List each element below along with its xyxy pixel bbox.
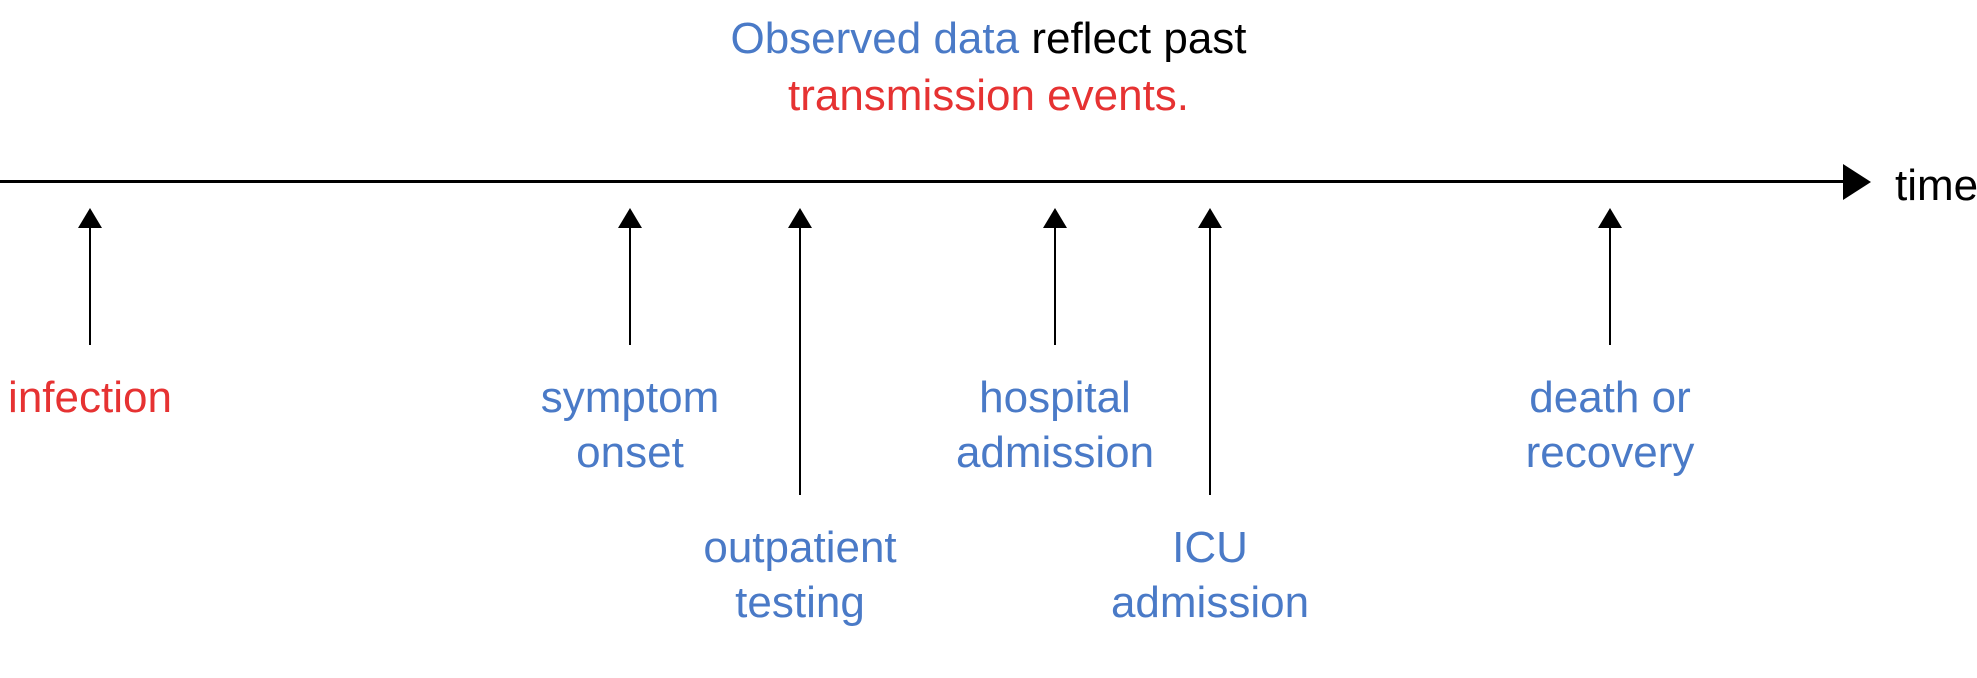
- title-l1-seg0: Observed data: [730, 14, 1019, 63]
- event-arrow-symptom-onset: [629, 222, 631, 345]
- title-line-1: Observed data reflect past: [0, 10, 1977, 67]
- event-label-symptom-onset-line0: symptom: [500, 370, 760, 425]
- title-line-2: transmission events.: [0, 67, 1977, 124]
- event-arrow-hospital-admission: [1054, 222, 1056, 345]
- event-label-death-or-recovery-line1: recovery: [1480, 425, 1740, 480]
- event-label-infection-line0: infection: [0, 370, 200, 425]
- event-label-outpatient-testing-line1: testing: [670, 575, 930, 630]
- event-arrowhead-infection: [78, 208, 102, 228]
- event-arrowhead-outpatient-testing: [788, 208, 812, 228]
- event-label-symptom-onset-line1: onset: [500, 425, 760, 480]
- axis-label: time: [1895, 158, 1977, 213]
- event-label-hospital-admission-line1: admission: [925, 425, 1185, 480]
- event-label-hospital-admission: hospitaladmission: [925, 370, 1185, 480]
- event-label-icu-admission-line1: admission: [1080, 575, 1340, 630]
- timeline-axis-arrowhead: [1843, 164, 1871, 200]
- event-label-outpatient-testing-line0: outpatient: [670, 520, 930, 575]
- event-label-death-or-recovery-line0: death or: [1480, 370, 1740, 425]
- event-arrowhead-symptom-onset: [618, 208, 642, 228]
- event-label-outpatient-testing: outpatienttesting: [670, 520, 930, 630]
- event-arrow-infection: [89, 222, 91, 345]
- event-label-symptom-onset: symptomonset: [500, 370, 760, 480]
- event-arrowhead-death-or-recovery: [1598, 208, 1622, 228]
- event-label-hospital-admission-line0: hospital: [925, 370, 1185, 425]
- event-arrowhead-hospital-admission: [1043, 208, 1067, 228]
- event-arrow-icu-admission: [1209, 222, 1211, 495]
- event-arrowhead-icu-admission: [1198, 208, 1222, 228]
- event-label-icu-admission-line0: ICU: [1080, 520, 1340, 575]
- event-label-infection: infection: [0, 370, 200, 425]
- event-label-death-or-recovery: death orrecovery: [1480, 370, 1740, 480]
- timeline-axis: [0, 180, 1845, 183]
- diagram-title: Observed data reflect past transmission …: [0, 10, 1977, 124]
- event-arrow-outpatient-testing: [799, 222, 801, 495]
- title-l1-seg1: reflect past: [1019, 14, 1246, 63]
- title-l2-seg0: transmission events.: [788, 71, 1189, 120]
- event-label-icu-admission: ICUadmission: [1080, 520, 1340, 630]
- event-arrow-death-or-recovery: [1609, 222, 1611, 345]
